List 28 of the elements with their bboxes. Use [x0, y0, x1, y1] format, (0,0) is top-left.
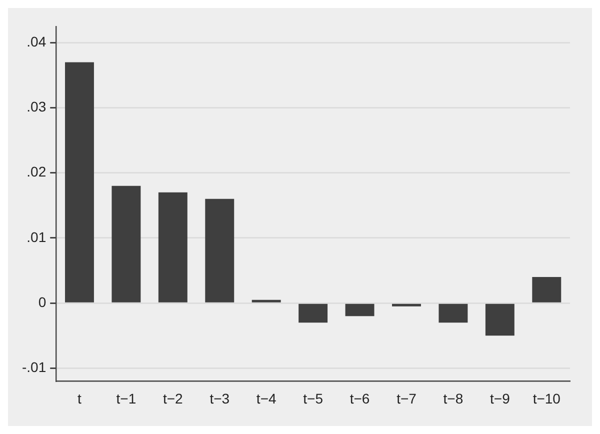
x-tick-label: t−6 — [350, 390, 370, 406]
x-tick-label: t−1 — [116, 390, 136, 406]
y-tick-label: -.01 — [22, 359, 46, 376]
y-tick-label: .03 — [26, 98, 46, 115]
x-tick-label: t−4 — [256, 390, 276, 406]
y-tick-label: .04 — [26, 34, 46, 50]
x-tick-label: t−7 — [396, 390, 417, 406]
x-tick-label: t−9 — [490, 390, 510, 406]
x-tick-label: t−8 — [443, 390, 464, 406]
bar — [298, 304, 328, 323]
y-tick-label: .01 — [26, 228, 46, 245]
bar — [65, 62, 94, 302]
y-tick-label: 0 — [38, 294, 46, 310]
bar — [158, 192, 188, 302]
x-tick-label: t−5 — [303, 390, 324, 406]
y-tick-label: .02 — [26, 164, 46, 180]
bar — [112, 186, 141, 302]
bar — [438, 304, 468, 323]
x-tick-label: t−10 — [532, 390, 561, 406]
x-tick-label: t−2 — [162, 390, 184, 406]
bar — [345, 304, 374, 316]
bar — [532, 277, 562, 302]
x-tick-label: t−3 — [210, 390, 230, 406]
bar — [205, 198, 234, 302]
bar — [252, 300, 281, 302]
bar — [392, 304, 421, 306]
x-tick-label: t — [78, 390, 82, 406]
bar — [485, 304, 514, 336]
